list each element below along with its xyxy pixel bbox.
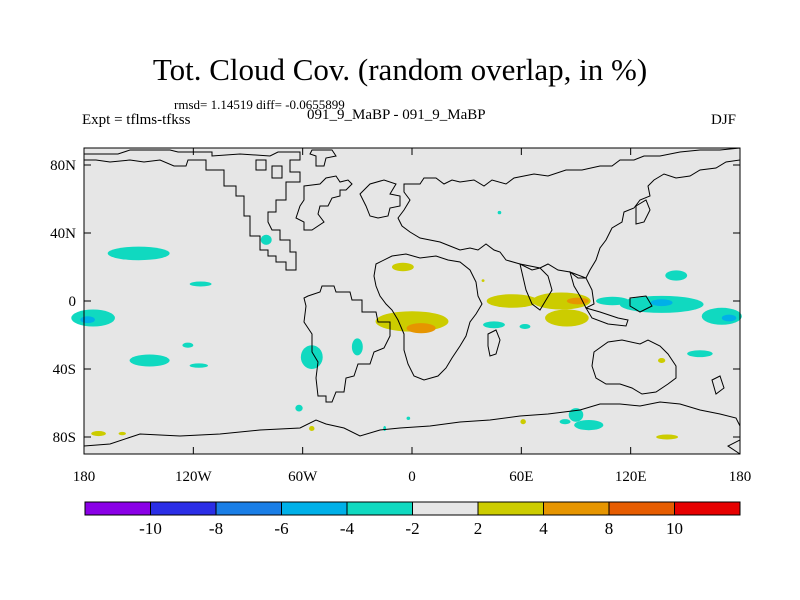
anomaly-region-5 — [129, 354, 170, 367]
anomaly-region-10 — [300, 345, 323, 369]
anomaly-region-35 — [520, 419, 526, 425]
anomaly-region-36 — [656, 434, 679, 440]
x-tick-label-6: 180 — [729, 469, 752, 485]
colorbar-label-2: -6 — [274, 519, 288, 538]
anomaly-region-33 — [574, 420, 604, 431]
anomaly-region-32 — [568, 408, 584, 422]
coastline-greenland — [309, 149, 337, 167]
colorbar-swatch-9 — [674, 501, 741, 516]
coastline-south-america — [303, 285, 391, 403]
y-tick-label-3: 40S — [53, 362, 76, 378]
anomaly-region-1 — [189, 281, 212, 287]
anomaly-region-7 — [189, 363, 208, 368]
coastline-madagascar — [487, 329, 501, 357]
colorbar-swatch-0 — [84, 501, 151, 516]
anomaly-region-2 — [260, 234, 272, 245]
coastline-arctic-islands — [255, 159, 283, 179]
anomaly-region-0 — [107, 246, 170, 261]
coastline-north-america — [84, 149, 301, 271]
anomaly-region-30 — [687, 350, 713, 358]
anomaly-region-28 — [701, 307, 742, 325]
coastline-scandinavia — [359, 179, 401, 219]
anomaly-region-13 — [406, 416, 411, 420]
x-axis: 180 120W 60W 0 60E 120E 180 — [73, 148, 752, 485]
coastline-asia — [397, 147, 741, 279]
coastline-africa — [373, 253, 483, 381]
anomaly-region-8 — [91, 431, 106, 437]
colorbar-swatch-7 — [543, 501, 610, 516]
x-tick-label-3: 0 — [408, 469, 416, 485]
colorbar-swatch-8 — [608, 501, 675, 516]
anomaly-region-20 — [566, 297, 589, 305]
x-tick-label-2: 60W — [288, 469, 318, 485]
colorbar: -10 -8 -6 -4 -2 2 4 8 10 — [84, 501, 741, 538]
anomaly-region-21 — [545, 309, 589, 327]
anomaly-region-27 — [650, 299, 673, 307]
anomaly-region-6 — [182, 342, 194, 348]
coastline-australia — [591, 339, 677, 395]
season-label: DJF — [711, 112, 737, 128]
anomaly-region-24 — [665, 270, 688, 281]
case-label: 091_9_MaBP - 091_9_MaBP — [307, 107, 486, 123]
anomaly-region-4 — [80, 316, 95, 324]
y-tick-label-4: 80S — [53, 430, 76, 446]
y-tick-label-0: 80N — [50, 158, 76, 174]
anomaly-region-29 — [721, 314, 737, 322]
x-tick-label-1: 120W — [175, 469, 213, 485]
anomaly-region-22 — [483, 321, 505, 329]
colorbar-label-3: -4 — [340, 519, 355, 538]
anomaly-region-17 — [406, 323, 436, 334]
coastline-antarctica — [83, 401, 741, 455]
colorbar-label-0: -10 — [139, 519, 162, 538]
experiment-label: Expt = tflms-tfkss — [82, 112, 191, 128]
coastline-europe — [295, 175, 353, 231]
stats-text: rmsd= 1.14519 diff= -0.0655899 — [174, 97, 345, 112]
anomaly-layer — [71, 210, 742, 440]
anomaly-region-31 — [658, 357, 666, 364]
y-axis: 80N 40N 0 40S 80S — [50, 158, 740, 446]
coastline-new-zealand — [711, 375, 725, 395]
anomaly-region-18 — [486, 294, 538, 308]
y-tick-label-2: 0 — [69, 294, 77, 310]
coastline-japan — [635, 199, 651, 225]
anomaly-region-19 — [532, 292, 591, 310]
x-tick-label-5: 120E — [615, 469, 647, 485]
colorbar-label-4: -2 — [405, 519, 419, 538]
colorbar-label-1: -8 — [209, 519, 223, 538]
colorbar-label-6: 4 — [539, 519, 548, 538]
colorbar-swatch-1 — [150, 501, 217, 516]
colorbar-swatch-2 — [215, 501, 282, 516]
anomaly-region-34 — [559, 419, 571, 425]
colorbar-label-5: 2 — [474, 519, 483, 538]
anomaly-region-39 — [383, 425, 387, 432]
anomaly-region-23 — [519, 323, 531, 330]
coastline-india — [519, 263, 553, 311]
x-tick-label-4: 60E — [509, 469, 533, 485]
anomaly-region-9 — [118, 431, 126, 436]
anomaly-region-15 — [309, 425, 315, 432]
anomaly-region-11 — [295, 404, 303, 412]
colorbar-swatch-6 — [477, 501, 544, 516]
coastline-layer — [83, 147, 741, 455]
coastline-indochina — [569, 271, 595, 309]
colorbar-swatch-4 — [346, 501, 413, 516]
colorbar-label-8: 10 — [666, 519, 683, 538]
x-tick-label-0: 180 — [73, 469, 96, 485]
y-tick-label-1: 40N — [50, 226, 76, 242]
colorbar-label-7: 8 — [605, 519, 614, 538]
anomaly-region-37 — [497, 210, 502, 215]
colorbar-swatch-5 — [412, 501, 479, 516]
anomaly-region-12 — [351, 338, 363, 356]
anomaly-region-14 — [391, 262, 414, 272]
chart-title: Tot. Cloud Cov. (random overlap, in %) — [152, 52, 648, 87]
colorbar-swatch-3 — [281, 501, 348, 516]
coastline-indonesia — [584, 295, 653, 327]
anomaly-region-38 — [481, 279, 485, 282]
